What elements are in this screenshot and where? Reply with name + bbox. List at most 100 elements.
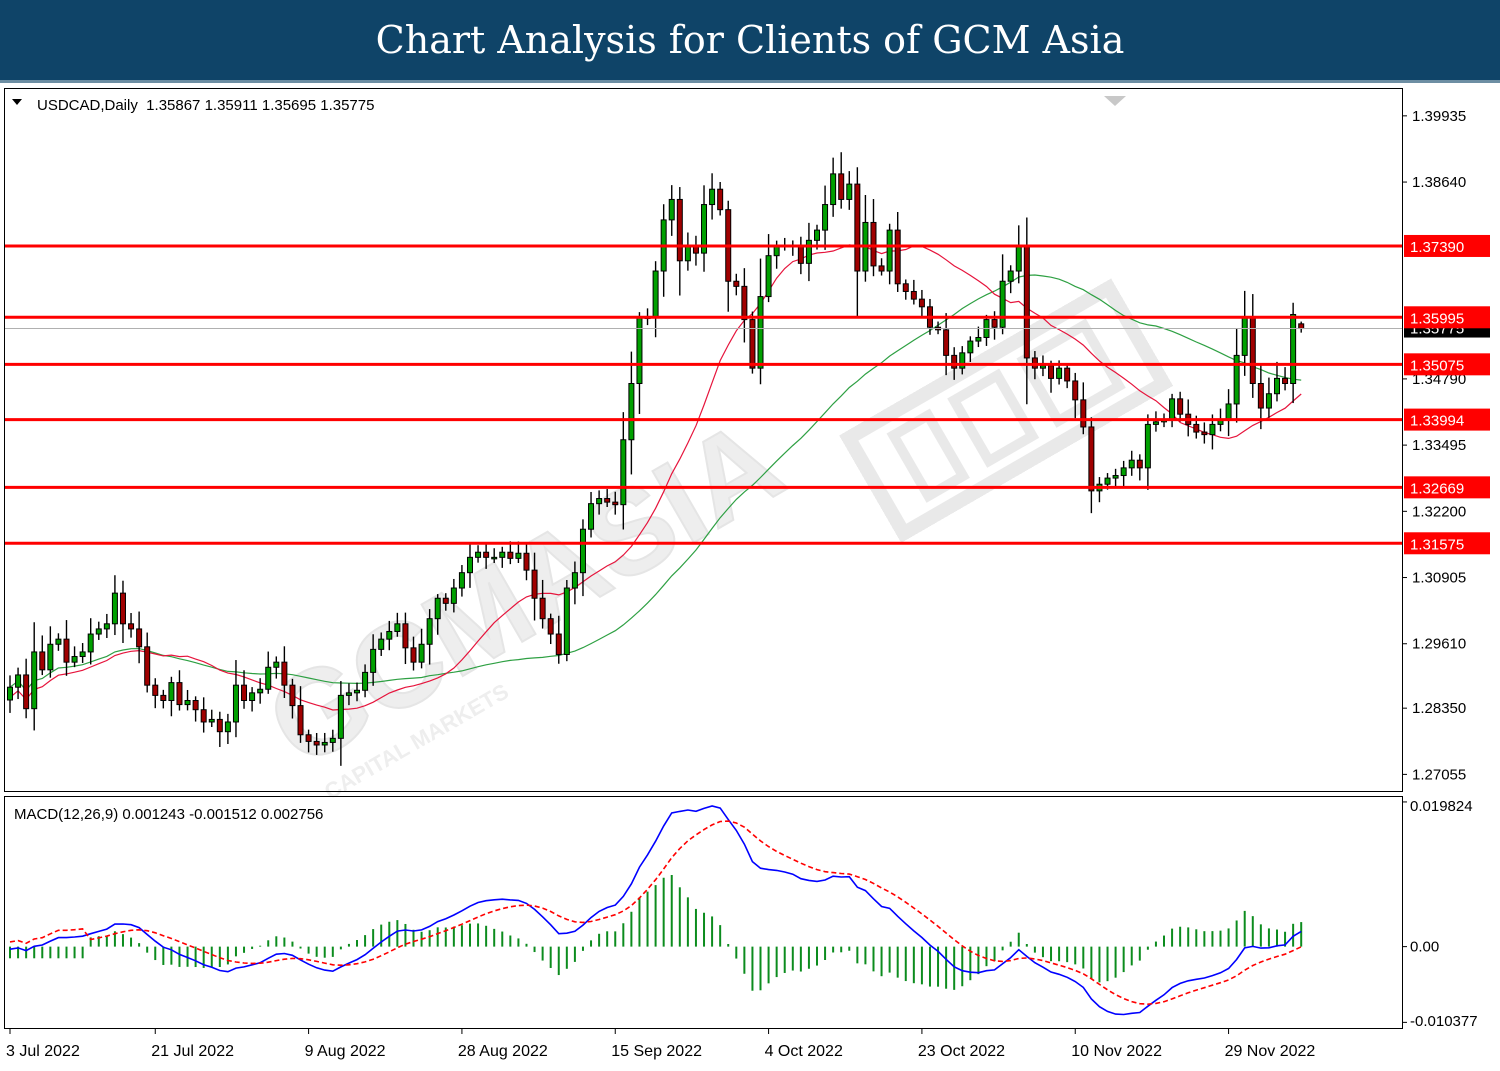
candle-body-up (111, 592, 118, 625)
level-label: 1.31575 (1410, 536, 1464, 553)
candle-body-down (951, 354, 958, 369)
candle-body-down (483, 551, 490, 558)
candle-body-up (354, 689, 361, 694)
candle (386, 620, 393, 651)
candle (224, 713, 231, 745)
x-tick-label: 15 Sep 2022 (611, 1043, 702, 1060)
level-tag (1404, 234, 1490, 257)
candle-body-up (7, 686, 13, 701)
candle-body-down (1048, 365, 1055, 379)
dropdown-triangle-icon[interactable] (12, 99, 22, 105)
candle-body-up (1112, 475, 1119, 479)
svg-text:GCMASIA: GCMASIA (246, 393, 804, 792)
candle (63, 620, 70, 676)
candle-body-up (684, 244, 691, 262)
y-tick-label: 1.29610 (1412, 636, 1466, 653)
macd-label: MACD(12,26,9) 0.001243 -0.001512 0.00275… (14, 806, 323, 823)
candle (1265, 377, 1272, 418)
candle-body-down (128, 623, 135, 630)
candle-body-up (886, 229, 893, 272)
candle (111, 575, 118, 636)
candle (660, 204, 667, 297)
level-tag (1404, 408, 1490, 431)
candle-body-up (345, 692, 352, 696)
candle (701, 185, 708, 272)
candle (1144, 414, 1151, 490)
candle-body-down (176, 682, 183, 706)
candle-body-up (1015, 244, 1022, 272)
candle-body-up (1056, 367, 1063, 379)
candle (7, 675, 13, 713)
candle (959, 346, 966, 375)
banner-title: Chart Analysis for Clients of GCM Asia (375, 18, 1125, 62)
candle-body-up (1007, 270, 1014, 282)
candle (894, 211, 901, 292)
candle (886, 223, 893, 285)
candle-body-down (192, 700, 199, 711)
candle-body-up (668, 198, 675, 221)
candle-body-up (999, 280, 1006, 328)
candle-body-up (249, 692, 256, 702)
candle (95, 621, 102, 640)
candle-body-up (846, 183, 853, 200)
candle-body-down (733, 280, 740, 287)
candle-body-down (1249, 316, 1256, 385)
candle (725, 200, 732, 312)
candle (1096, 477, 1103, 503)
candle-body-up (830, 173, 837, 206)
candle (23, 658, 30, 719)
macd-signal-line (9, 820, 1302, 1006)
candle-body-up (652, 270, 659, 318)
x-tick-label: 21 Jul 2022 (151, 1043, 234, 1060)
candle (1201, 422, 1208, 444)
candle-body-up (1209, 423, 1216, 436)
candle-body-down (297, 705, 304, 736)
candle (999, 254, 1006, 335)
candle (442, 593, 449, 611)
x-tick-label: 29 Nov 2022 (1225, 1043, 1316, 1060)
level-label: 1.35995 (1410, 310, 1464, 327)
candle (870, 199, 877, 277)
candle-body-up (1265, 393, 1272, 409)
candle (668, 185, 675, 236)
candle (1152, 411, 1159, 432)
time-axis: 3 Jul 2022 21 Jul 2022 9 Aug 2022 28 Aug 20… (6, 1028, 1315, 1060)
candle (1072, 372, 1079, 419)
candle (612, 491, 619, 515)
candle (87, 618, 94, 665)
candle (313, 732, 320, 755)
candle (103, 613, 110, 638)
candle-body-up (1039, 365, 1046, 369)
candle (878, 258, 885, 276)
candle (684, 232, 691, 271)
candle-body-up (967, 340, 974, 354)
candle (523, 543, 530, 581)
candle (579, 519, 586, 597)
candle (983, 314, 990, 346)
candle (563, 579, 570, 662)
candle-body-up (1120, 467, 1127, 477)
candle (483, 543, 490, 569)
candle (378, 632, 385, 656)
candle (733, 273, 740, 296)
candle-body-down (717, 188, 724, 211)
candle-body-up (224, 721, 231, 733)
candle-body-down (870, 221, 877, 267)
candle-body-down (547, 618, 554, 635)
candle (184, 689, 191, 711)
candle (1273, 361, 1280, 402)
candle-body-up (370, 648, 377, 673)
candle-body-down (281, 661, 288, 686)
candle-body-up (466, 556, 473, 574)
candle (1120, 460, 1127, 487)
candle (1088, 417, 1095, 514)
level-label: 1.33994 (1410, 413, 1464, 430)
candle (902, 279, 909, 300)
candle (547, 613, 554, 645)
candle (1128, 450, 1135, 476)
candle-body-up (491, 556, 498, 560)
candle (160, 689, 167, 709)
candle-body-down (119, 592, 126, 625)
candle-body-down (1080, 399, 1087, 428)
candle-body-up (1152, 421, 1159, 425)
